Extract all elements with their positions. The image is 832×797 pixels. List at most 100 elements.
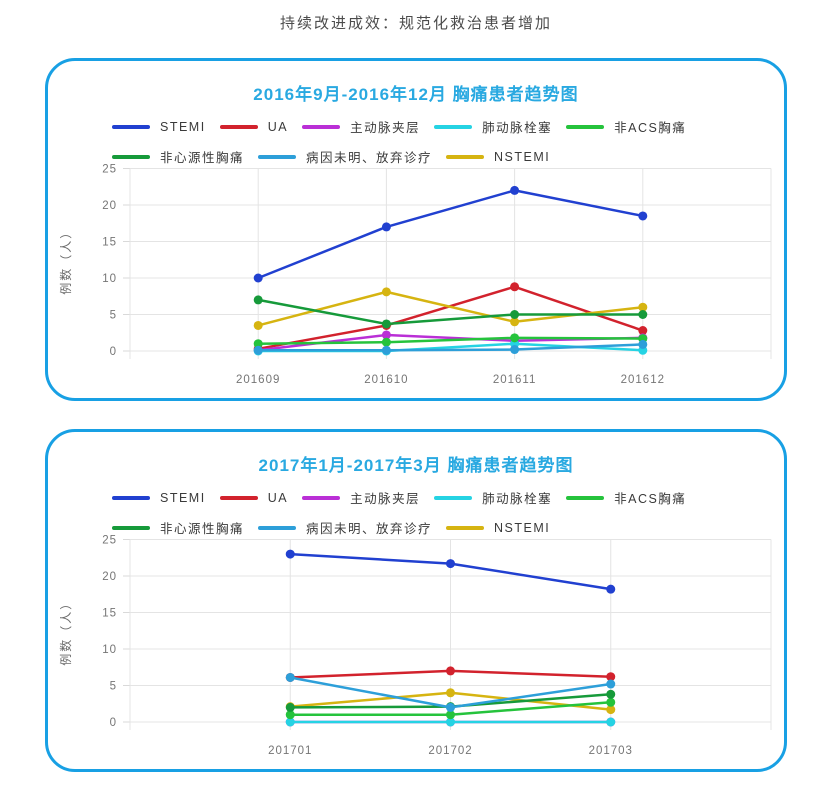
legend-swatch	[446, 525, 485, 530]
legend-label: UA	[267, 119, 289, 134]
h-gridlines: 0 5 10 15 20 25	[102, 164, 771, 358]
data-point	[446, 688, 455, 698]
series-line	[258, 336, 643, 345]
legend-swatch	[302, 495, 341, 500]
legend-label: UA	[267, 490, 289, 505]
legend-swatch	[219, 495, 258, 500]
data-point	[381, 222, 391, 232]
legend-item: 病因未明、放弃诊疗	[258, 147, 432, 166]
chart-legend: STEMI UA 主动脉夹层 肺动脉栓塞 非ACS胸痛非心源性胸痛 病因未明、放弃诊疗 NS…	[112, 117, 784, 166]
legend-label: 非心源性胸痛	[160, 151, 245, 165]
legend-row: STEMI UA 主动脉夹层 肺动脉栓塞 非ACS胸痛	[112, 488, 784, 507]
legend-row: STEMI UA 主动脉夹层 肺动脉栓塞 非ACS胸痛	[112, 117, 784, 136]
trend-chart-svg: 0 5 10 15 20 25 201609 201610 201611 201612 例数（人）	[58, 164, 772, 386]
data-point	[510, 282, 520, 292]
chart-panel-2: 2017年1月-2017年3月 胸痛患者趋势图 STEMI UA 主动脉夹层 肺动脉栓…	[45, 429, 787, 772]
trend-chart-svg: 0 5 10 15 20 25 201701 201702 201703 例数（人）	[58, 535, 772, 757]
legend-label: 非心源性胸痛	[160, 522, 245, 536]
legend-swatch	[112, 525, 150, 530]
series-line	[258, 343, 643, 352]
series-STEMI	[285, 549, 616, 594]
x-tick-label: 201610	[364, 374, 408, 386]
legend-row: 非心源性胸痛 病因未明、放弃诊疗 NSTEMI	[112, 147, 784, 166]
v-gridlines: 201609 201610 201611 201612	[129, 168, 772, 386]
y-tick-label: 20	[102, 571, 117, 583]
legend-label: 主动脉夹层	[350, 121, 421, 135]
data-point	[253, 339, 263, 349]
y-axis-title: 例数（人）	[58, 596, 73, 666]
series-STEMI	[253, 185, 648, 283]
data-point	[510, 333, 520, 343]
legend-item: UA	[219, 490, 289, 505]
x-tick-label: 201612	[621, 374, 665, 386]
legend-swatch	[434, 124, 473, 129]
data-point	[446, 559, 455, 569]
series-NSTEMI	[253, 287, 648, 330]
y-tick-label: 15	[102, 237, 117, 249]
series-肺动脉栓塞	[285, 717, 616, 727]
y-axis-title: 例数（人）	[58, 225, 73, 295]
x-tick-label: 201701	[268, 745, 312, 757]
legend-swatch	[446, 154, 485, 159]
data-point	[606, 697, 616, 707]
data-point	[381, 287, 391, 297]
series-非ACS胸痛	[285, 697, 616, 720]
legend-swatch	[112, 154, 150, 159]
legend-label: STEMI	[160, 119, 206, 134]
x-tick-label: 201702	[428, 745, 472, 757]
data-point	[638, 302, 648, 312]
y-tick-label: 0	[110, 717, 117, 729]
chart-title: 2016年9月-2016年12月 胸痛患者趋势图	[253, 85, 579, 104]
y-tick-label: 5	[110, 681, 117, 693]
data-point	[446, 717, 455, 727]
legend-item: 病因未明、放弃诊疗	[258, 518, 432, 537]
data-point	[285, 702, 295, 712]
series-病因未明、放弃诊疗	[253, 339, 648, 355]
data-point	[638, 310, 648, 319]
legend-label: NSTEMI	[494, 520, 551, 535]
data-point	[253, 320, 263, 330]
legend-item: 肺动脉栓塞	[434, 117, 552, 136]
legend-label: 非ACS胸痛	[614, 121, 687, 135]
data-point	[606, 689, 616, 699]
legend-item: 主动脉夹层	[302, 117, 420, 136]
legend-item: STEMI	[112, 120, 206, 134]
legend-item: UA	[219, 119, 289, 134]
legend-swatch	[566, 495, 605, 500]
legend-label: 肺动脉栓塞	[482, 121, 553, 135]
data-point	[285, 710, 295, 720]
series-非ACS胸痛	[253, 333, 648, 349]
data-point	[446, 702, 455, 712]
legend-item: 非心源性胸痛	[112, 147, 244, 166]
legend-item: 非ACS胸痛	[566, 488, 686, 507]
y-tick-label: 10	[102, 273, 117, 285]
series-病因未明、放弃诊疗	[285, 672, 616, 712]
data-point	[510, 185, 520, 195]
data-point	[606, 584, 616, 594]
data-point	[285, 717, 295, 727]
data-point	[606, 705, 616, 715]
legend-item: NSTEMI	[446, 521, 550, 535]
data-point	[606, 679, 616, 689]
y-tick-label: 5	[110, 310, 117, 322]
x-tick-label: 201703	[589, 745, 633, 757]
chart-panel-1: 2016年9月-2016年12月 胸痛患者趋势图 STEMI UA 主动脉夹层 肺动脉…	[45, 58, 787, 401]
legend-label: 肺动脉栓塞	[482, 492, 553, 506]
y-tick-label: 25	[102, 535, 117, 547]
legend-swatch	[258, 525, 297, 530]
series-line	[257, 189, 644, 280]
data-point	[606, 672, 616, 682]
legend-swatch	[112, 495, 150, 500]
legend-swatch	[434, 495, 473, 500]
data-point	[381, 337, 391, 347]
data-point	[253, 273, 263, 283]
legend-item: STEMI	[112, 491, 206, 505]
page-title: 持续改进成效：规范化救治患者增加	[279, 15, 552, 32]
data-point	[638, 339, 648, 349]
legend-label: 主动脉夹层	[350, 492, 421, 506]
data-point	[381, 345, 391, 355]
legend-item: NSTEMI	[446, 150, 550, 164]
data-point	[253, 295, 263, 305]
y-tick-label: 15	[102, 608, 117, 620]
legend-swatch	[258, 154, 297, 159]
